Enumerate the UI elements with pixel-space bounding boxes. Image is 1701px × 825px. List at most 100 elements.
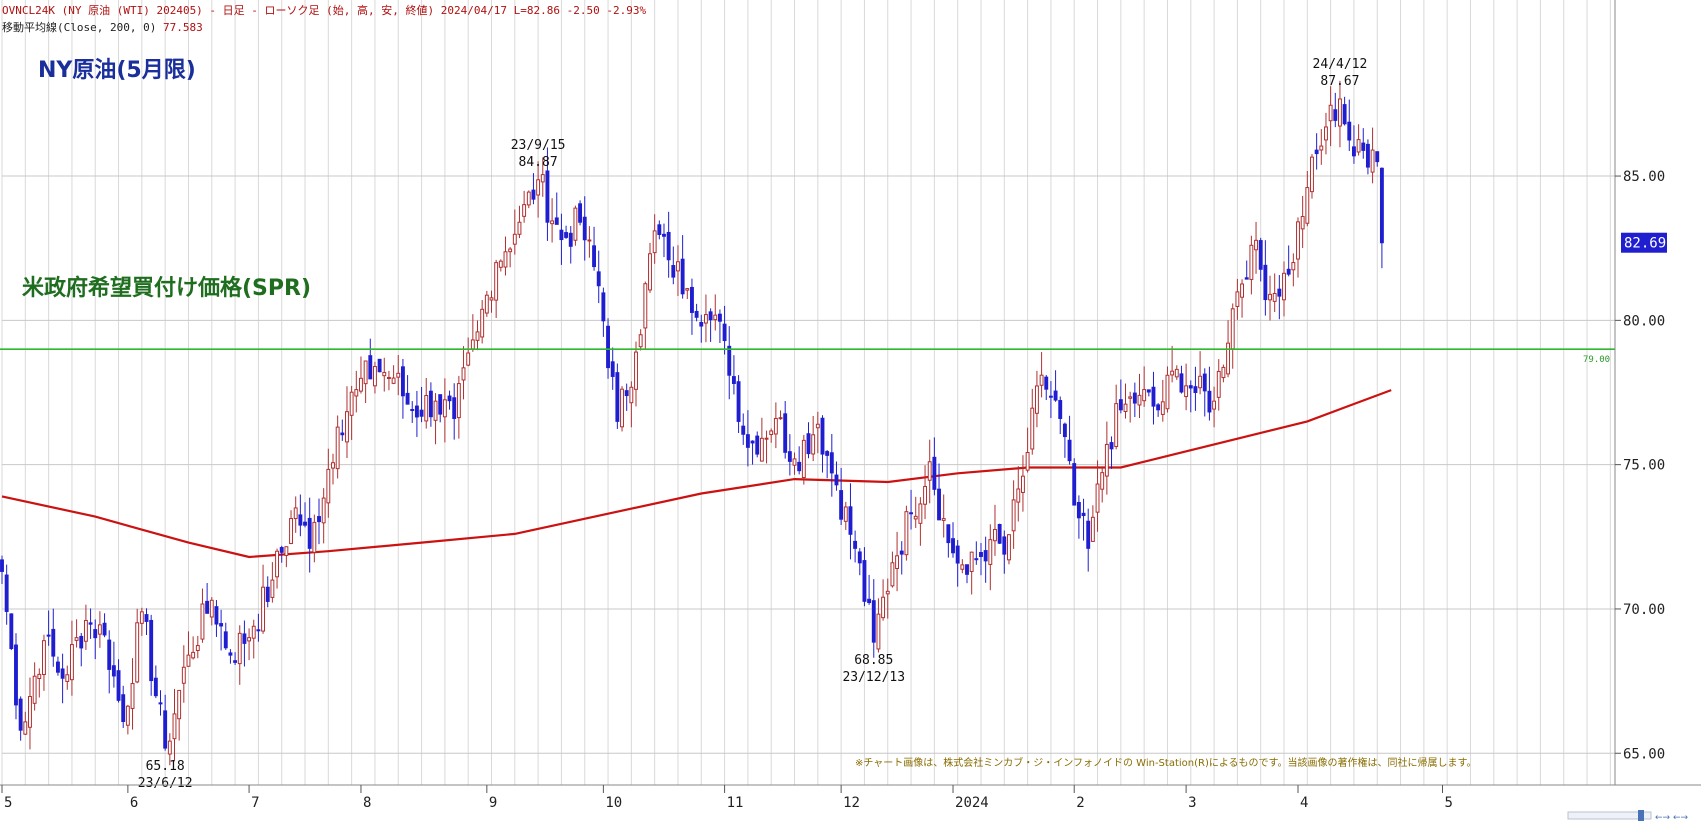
candle-down	[153, 677, 158, 697]
candle-up	[1230, 308, 1235, 350]
y-tick-label: 80.00	[1623, 313, 1665, 329]
candle-down	[447, 395, 452, 402]
zoom-arrows-icon[interactable]: ←→ ←→	[1655, 813, 1688, 823]
candle-up	[1198, 375, 1203, 389]
candle-up	[177, 689, 182, 720]
candle-down	[1342, 104, 1347, 125]
candle-up	[629, 386, 634, 404]
candle-up	[461, 367, 466, 381]
candle-down	[745, 434, 750, 448]
candle-down	[340, 432, 345, 436]
candle-down	[298, 514, 303, 526]
candle-down	[624, 390, 629, 397]
candle-down	[857, 551, 862, 564]
candle-up	[703, 314, 708, 324]
candle-down	[205, 600, 210, 614]
candle-down	[783, 413, 788, 453]
last-price-label: 82.69	[1624, 236, 1666, 252]
candle-down	[410, 408, 415, 411]
candle-up	[349, 391, 354, 416]
candle-down	[946, 524, 951, 544]
candle-down	[862, 560, 867, 602]
extreme-annotation: 24/4/12	[1313, 57, 1368, 72]
candle-up	[1011, 499, 1016, 532]
candle-down	[111, 665, 116, 677]
candle-down	[46, 634, 51, 637]
candle-down	[834, 474, 839, 486]
candle-down	[18, 698, 23, 731]
candle-up	[335, 426, 340, 470]
candle-down	[1053, 390, 1058, 401]
candle-down	[1207, 390, 1212, 413]
candle-down	[214, 606, 219, 625]
candle-down	[1244, 277, 1249, 280]
candle-down	[88, 622, 93, 625]
candle-up	[517, 221, 522, 235]
candle-down	[680, 258, 685, 295]
candle-up	[927, 461, 932, 481]
candle-up	[1249, 244, 1254, 280]
candle-up	[359, 377, 363, 392]
candle-up	[1170, 370, 1175, 376]
scrollbar-icon[interactable]	[1567, 810, 1652, 821]
candle-up	[181, 666, 186, 684]
x-tick-label: 8	[363, 795, 371, 811]
candle-down	[102, 622, 107, 636]
candle-up	[326, 468, 331, 504]
candle-down	[14, 644, 18, 706]
candle-up	[125, 705, 130, 726]
candle-up	[713, 314, 718, 321]
candle-up	[289, 518, 293, 544]
candle-up	[769, 430, 774, 436]
candle-up	[1235, 291, 1240, 307]
candle-down	[1118, 399, 1123, 411]
candle-up	[759, 437, 764, 462]
candle-up	[391, 377, 396, 384]
candle-down	[0, 559, 4, 572]
candle-down	[1379, 167, 1384, 244]
candle-down	[1263, 264, 1268, 301]
candle-down	[265, 586, 270, 602]
candle-down	[1109, 442, 1114, 450]
candle-down	[657, 224, 662, 235]
candle-down	[666, 231, 671, 261]
candle-down	[955, 545, 960, 564]
candle-up	[312, 521, 317, 553]
candle-up	[764, 437, 769, 440]
candle-up	[363, 360, 368, 385]
candle-down	[1202, 373, 1207, 392]
candle-up	[442, 399, 447, 418]
extreme-annotation: 84.87	[519, 155, 558, 170]
candle-up	[23, 721, 28, 735]
candle-up	[1240, 283, 1244, 298]
x-tick-label: 5	[4, 795, 12, 811]
candle-down	[983, 550, 988, 562]
candle-up	[923, 486, 927, 505]
candle-down	[163, 710, 168, 749]
x-tick-label: 11	[727, 795, 744, 811]
candle-up	[792, 458, 797, 466]
candle-up	[1165, 374, 1170, 410]
candle-up	[685, 288, 690, 291]
candle-down	[909, 512, 914, 515]
candle-down	[694, 310, 699, 318]
candle-down	[55, 661, 60, 673]
candle-down	[717, 313, 722, 322]
candle-up	[172, 713, 177, 740]
candle-up	[275, 550, 279, 578]
candle-down	[699, 321, 704, 327]
candle-up	[270, 579, 275, 598]
candle-down	[400, 366, 405, 397]
moving-average-layer	[1, 389, 1392, 559]
candle-down	[997, 523, 1002, 544]
candle-down	[93, 629, 98, 639]
candle-down	[307, 517, 312, 549]
candle-up	[1282, 272, 1286, 301]
candle-down	[839, 490, 844, 520]
candle-down	[787, 451, 792, 462]
candle-down	[1286, 268, 1291, 275]
candle-up	[522, 204, 527, 217]
